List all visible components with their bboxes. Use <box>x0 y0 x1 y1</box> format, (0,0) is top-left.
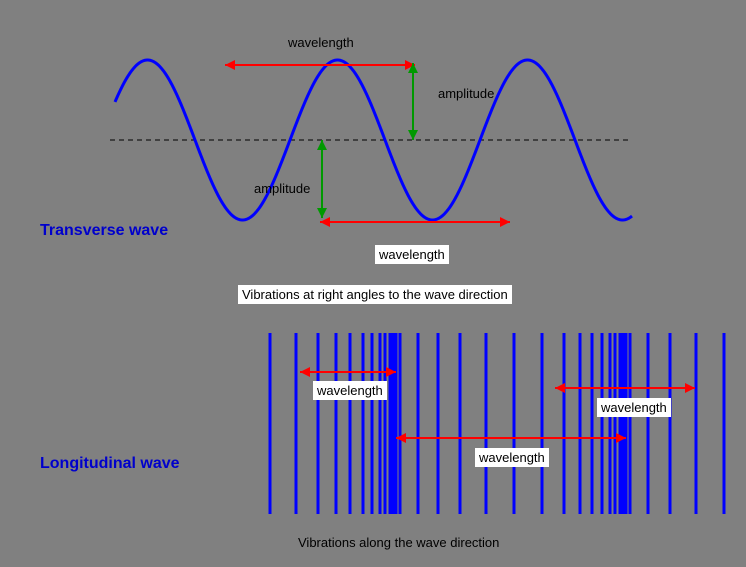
transverse-title: Transverse wave <box>40 222 168 240</box>
label-amp-upper: amplitude <box>438 86 494 101</box>
wave-diagram <box>0 0 746 567</box>
label-bottom-wavelength: wavelength <box>375 245 449 264</box>
label-long-wl2: wavelength <box>475 448 549 467</box>
label-amp-lower: amplitude <box>254 181 310 196</box>
label-top-wavelength: wavelength <box>288 35 354 50</box>
transverse-caption: Vibrations at right angles to the wave d… <box>238 285 512 304</box>
label-long-wl3: wavelength <box>597 398 671 417</box>
label-long-wl1: wavelength <box>313 381 387 400</box>
longitudinal-title: Longitudinal wave <box>40 455 180 473</box>
longitudinal-caption: Vibrations along the wave direction <box>298 535 499 550</box>
